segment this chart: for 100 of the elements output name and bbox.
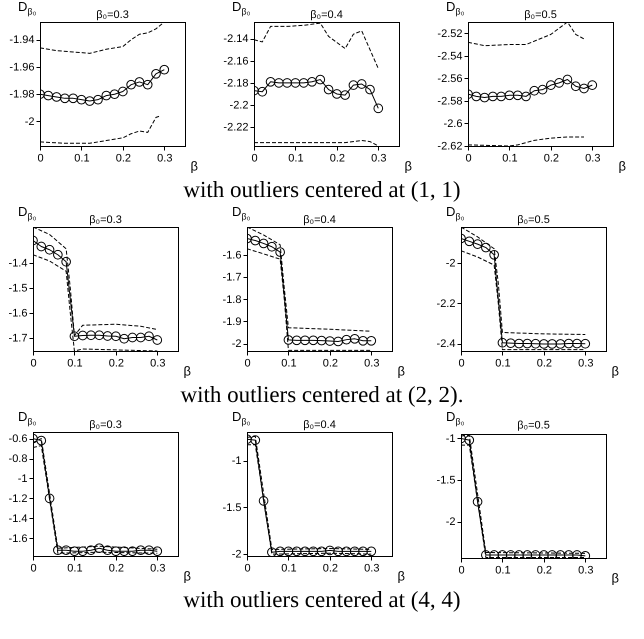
chart-title: β₀=0.4 (303, 214, 336, 226)
y-tick-label: -1.9 (222, 316, 242, 328)
text: with outliers centered at (4, 4) (182, 586, 462, 614)
point (282, 78, 292, 88)
point (556, 339, 566, 349)
x-tick-label: 0 (458, 358, 465, 370)
x-tick-label: 0.2 (536, 358, 552, 370)
point (142, 80, 153, 90)
point (308, 336, 318, 346)
x-tick-label: 0.3 (585, 152, 600, 164)
point (118, 86, 128, 96)
point (512, 90, 523, 100)
y-tick-label: -1.6 (222, 249, 242, 262)
point (506, 550, 516, 558)
point (471, 92, 482, 102)
chart-title: β₀=0.5 (517, 419, 550, 432)
point (315, 74, 326, 84)
y-tick-label: -2.2 (230, 100, 248, 112)
point (325, 336, 335, 346)
x-tick-label: 0.1 (281, 562, 297, 574)
y-tick-label: -2.16 (223, 55, 248, 68)
point (60, 93, 70, 104)
x-tick-label: 0.3 (150, 358, 166, 370)
y-tick-label: -1.5 (222, 502, 242, 514)
x-axis-title: β (398, 568, 405, 584)
y-tick-label: -1.6 (8, 532, 28, 545)
x-tick-label: 0.2 (116, 152, 132, 164)
x-tick-label: 0.2 (322, 562, 338, 574)
chart-title: β₀=0.5 (517, 214, 550, 226)
point (275, 546, 285, 556)
point (530, 338, 540, 349)
point (464, 435, 474, 445)
point (119, 334, 129, 344)
y-tick-label: -1.7 (222, 272, 242, 284)
point (570, 81, 581, 92)
point (564, 338, 574, 348)
y-tick-label: -1.94 (9, 34, 34, 46)
x-tick-label: 0.3 (371, 152, 386, 164)
point (587, 80, 598, 90)
y-tick-label: -1.5 (8, 282, 28, 294)
point (332, 89, 342, 99)
y-tick-label: -2.22 (223, 122, 248, 134)
y-tick-label: -1.98 (9, 88, 34, 101)
point (481, 242, 491, 252)
x-tick-label: 0.2 (108, 562, 124, 574)
point (250, 236, 260, 246)
point (365, 84, 375, 94)
x-tick-label: 0.3 (150, 562, 166, 574)
chart-title: β₀=0.4 (310, 9, 343, 21)
point (547, 550, 557, 558)
point (290, 78, 300, 88)
x-axis-title: β (404, 158, 412, 174)
point (572, 338, 582, 348)
point (257, 86, 268, 97)
x-tick-label: 0.3 (157, 152, 172, 164)
y-tick-label: -2.58 (437, 95, 462, 108)
point (44, 494, 54, 504)
point (84, 96, 95, 106)
y-tick-label: -1.4 (8, 258, 28, 270)
x-tick-label: 0.3 (578, 564, 594, 576)
point (43, 90, 54, 100)
chart-title: β₀=0.3 (89, 419, 122, 431)
point (325, 546, 335, 556)
y-tick-label: -1.2 (8, 492, 28, 505)
x-tick-label: 0.2 (544, 152, 560, 164)
y-tick-label: -2.6 (444, 118, 462, 130)
point (529, 86, 540, 96)
x-tick-label: 0.1 (67, 358, 83, 370)
x-tick-label: 0.2 (108, 358, 124, 370)
x-axis-title: β (184, 364, 191, 378)
x-tick-label: 0 (251, 152, 258, 164)
point (579, 84, 589, 94)
y-axis-title: D$_{β₀}$ (18, 409, 36, 429)
x-tick-label: 0 (465, 152, 472, 164)
x-axis-title: β (618, 158, 626, 174)
point (284, 335, 294, 345)
x-tick-label: 0.1 (281, 358, 297, 370)
chart-title: β₀=0.5 (524, 9, 557, 21)
x-tick-label: 0.1 (288, 152, 304, 164)
line-series (40, 116, 161, 144)
point (514, 338, 524, 348)
y-tick-label: -2 (24, 116, 34, 128)
y-tick-label: -2.62 (437, 140, 462, 152)
x-tick-label: 0.1 (67, 562, 83, 574)
point (267, 242, 277, 252)
point (308, 546, 318, 556)
y-tick-label: -2.14 (223, 33, 248, 46)
y-tick-label: -2 (232, 548, 242, 561)
point (342, 334, 352, 345)
point (348, 80, 358, 90)
point (86, 545, 96, 556)
point (86, 330, 96, 340)
y-tick-label: -0.8 (8, 453, 28, 466)
point (136, 545, 146, 556)
point (119, 546, 129, 556)
point (275, 247, 285, 257)
point (538, 84, 548, 94)
y-tick-label: -1.4 (8, 512, 28, 525)
point (333, 336, 343, 346)
point (333, 546, 343, 556)
